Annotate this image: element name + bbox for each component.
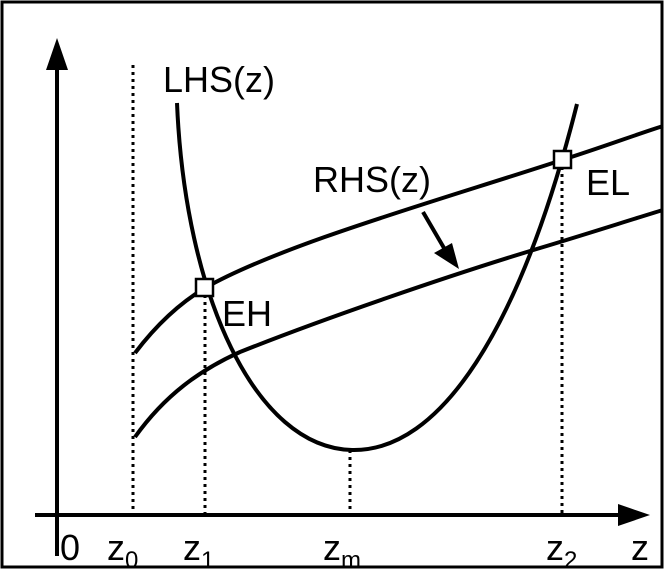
zm-tick-label: zm bbox=[323, 527, 361, 569]
rhs-upper-curve bbox=[133, 124, 664, 355]
vertical-axis-arrowhead bbox=[46, 38, 68, 70]
horizontal-axis-arrowhead bbox=[618, 504, 650, 526]
z-axis-label: z bbox=[631, 527, 649, 568]
z2-tick-label: z2 bbox=[546, 527, 577, 569]
eh-marker bbox=[194, 277, 215, 298]
lhs-label: LHS(z) bbox=[163, 59, 275, 100]
shift-arrow-shaft bbox=[421, 210, 446, 250]
rhs-lower-curve bbox=[133, 208, 664, 439]
z0-tick-label: z0 bbox=[107, 527, 138, 569]
eh-label: EH bbox=[222, 293, 272, 334]
lhs-curve bbox=[175, 102, 579, 453]
el-marker bbox=[552, 149, 573, 170]
origin-label: 0 bbox=[60, 527, 80, 568]
el-label: EL bbox=[586, 162, 630, 203]
z1-tick-label: z1 bbox=[183, 527, 214, 569]
rhs-label: RHS(z) bbox=[313, 159, 431, 200]
shift-arrowhead bbox=[434, 243, 459, 269]
